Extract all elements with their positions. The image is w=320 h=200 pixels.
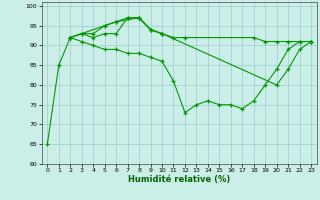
X-axis label: Humidité relative (%): Humidité relative (%) <box>128 175 230 184</box>
